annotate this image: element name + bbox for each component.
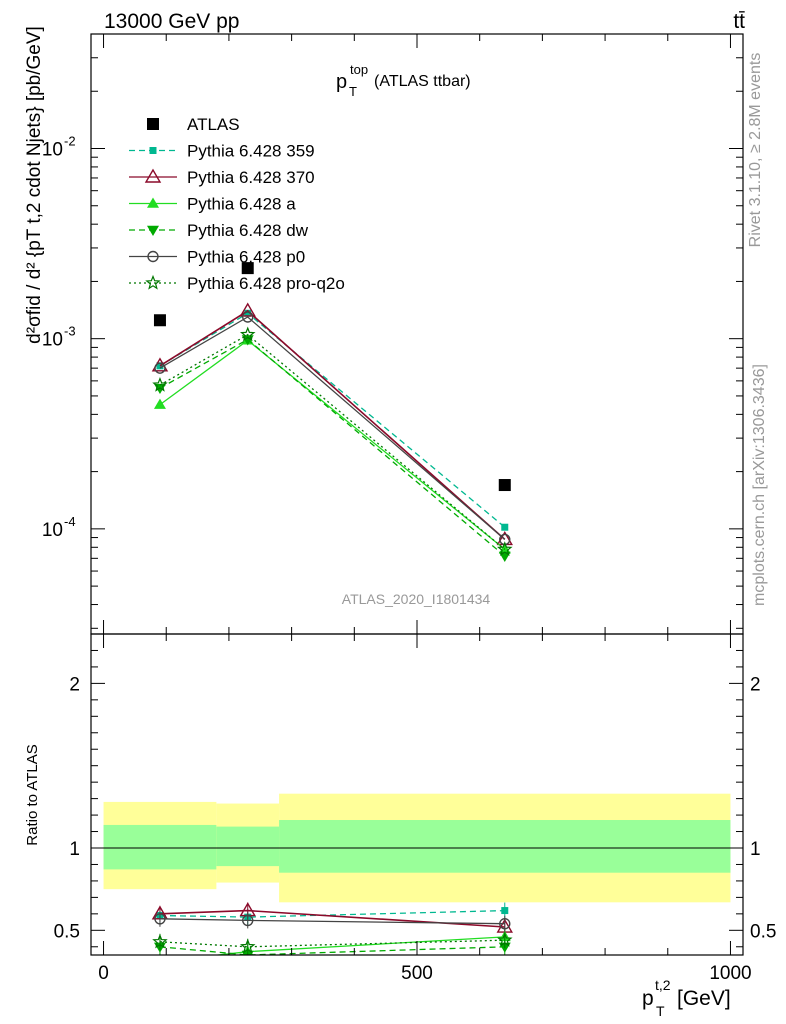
plot-title: p T top (ATLAS ttbar) (336, 62, 471, 99)
ratio-line-p370 (159, 909, 505, 928)
svg-text:top: top (350, 62, 368, 77)
svg-text:10: 10 (42, 139, 63, 160)
series-line-p370 (159, 309, 506, 540)
legend-entry-a: Pythia 6.428 a (129, 195, 296, 214)
ratio-point-p0 (242, 914, 254, 927)
svg-text:10: 10 (42, 520, 63, 541)
atlas-point (241, 262, 254, 275)
series-point-p370 (239, 302, 256, 317)
ratio-y-tick-label-right: 0.5 (750, 921, 776, 942)
legend-entry-p359: Pythia 6.428 359 (129, 142, 315, 161)
header-left: 13000 GeV pp (104, 10, 239, 33)
legend-label: ATLAS (187, 115, 240, 134)
svg-text:-4: -4 (64, 514, 76, 529)
ratio-y-tick-label-right: 1 (750, 839, 761, 860)
atlas-point (153, 314, 166, 327)
ratio-point-pro_q2o (152, 933, 168, 949)
y-tick-label: 10 -3 (42, 324, 76, 351)
ratio-point-p0 (499, 918, 511, 930)
ratio-line-pro_q2o (159, 939, 505, 948)
legend-label: Pythia 6.428 a (187, 195, 296, 214)
series-point-dw (498, 551, 511, 562)
atlas-point (498, 479, 511, 492)
legend-label: Pythia 6.428 370 (187, 168, 315, 187)
svg-text:(ATLAS ttbar): (ATLAS ttbar) (374, 73, 471, 90)
series-line-a (159, 339, 506, 550)
svg-text:T: T (349, 84, 357, 99)
legend-entry-pro_q2o: Pythia 6.428 pro-q2o (129, 274, 345, 293)
x-tick-label: 0 (98, 963, 109, 984)
legend-label: Pythia 6.428 pro-q2o (187, 274, 345, 293)
legend-entry-dw: Pythia 6.428 dw (129, 221, 309, 240)
series-point-p359 (501, 523, 509, 531)
ratio-line-a (212, 936, 505, 955)
svg-text:T: T (656, 1003, 665, 1019)
series-point-p0 (242, 311, 254, 323)
ratio-line-p0 (159, 918, 505, 925)
series-point-pro_q2o (152, 376, 168, 392)
ratio-point-p0 (154, 913, 166, 925)
x-tick-label: 500 (401, 963, 433, 984)
series-point-a (153, 398, 166, 409)
svg-text:t,2: t,2 (655, 977, 671, 993)
ratio-point-p359 (501, 907, 509, 915)
ratio-y-tick-label-right: 2 (750, 674, 761, 695)
x-axis-label: p T t,2 [GeV] (642, 977, 731, 1019)
mcplots-label: mcplots.cern.ch [arXiv:1306.3436] (751, 364, 768, 606)
y-tick-label: 10 -4 (42, 514, 76, 541)
x-tick-label: 1000 (709, 963, 751, 984)
legend-entry-p0: Pythia 6.428 p0 (129, 248, 305, 267)
ratio-point-pro_q2o (239, 938, 256, 954)
series-point-p0 (154, 362, 166, 374)
ratio-point-pro_q2o (497, 932, 513, 947)
svg-text:p: p (642, 987, 654, 1010)
ratio-y-tick-label: 0.5 (54, 921, 80, 942)
series-point-pro_q2o (239, 326, 256, 342)
series-line-pro_q2o (159, 333, 506, 550)
legend-label: Pythia 6.428 dw (187, 221, 309, 240)
analysis-watermark: ATLAS_2020_I1801434 (342, 591, 491, 607)
legend-marker-pro_q2o (145, 274, 161, 290)
legend-marker-p359 (149, 147, 157, 154)
series-point-p359 (156, 362, 164, 370)
rivet-label: Rivet 3.1.10, ≥ 2.8M events (747, 53, 764, 248)
legend-marker-atlas (147, 118, 159, 130)
legend-marker-p0 (147, 250, 159, 263)
ratio-band-inner-2 (279, 820, 731, 873)
svg-text:p: p (336, 71, 347, 93)
y-axis-label: d²σfid / d² {pT t,2 cdot Njets} [pb/GeV] (24, 26, 45, 344)
ratio-y-label: Ratio to ATLAS (24, 744, 41, 845)
legend-label: Pythia 6.428 359 (187, 142, 315, 161)
legend-entry-atlas: ATLAS (147, 115, 240, 134)
ratio-y-tick-label: 1 (69, 839, 80, 860)
svg-text:-2: -2 (64, 133, 76, 148)
legend-marker-a (147, 197, 159, 208)
svg-text:10: 10 (42, 330, 63, 351)
series-line-dw (159, 338, 506, 557)
main-plot-series (151, 262, 513, 562)
y-tick-label: 10 -2 (42, 133, 76, 160)
svg-text:[GeV]: [GeV] (677, 987, 731, 1010)
ratio-band-inner-1 (216, 826, 280, 867)
series-line-p0 (159, 316, 506, 540)
legend-entry-p370: Pythia 6.428 370 (129, 168, 315, 187)
legend-marker-dw (147, 225, 159, 236)
ratio-line-dw (159, 946, 505, 955)
svg-text:-3: -3 (64, 324, 76, 339)
header-right: tt̄ (733, 10, 745, 33)
ratio-y-tick-label: 2 (69, 674, 80, 695)
series-point-p359 (244, 309, 252, 317)
ratio-band-inner-0 (103, 824, 217, 870)
ratio-plot-series (151, 902, 513, 966)
legend-marker-p370 (144, 168, 162, 183)
legend-label: Pythia 6.428 p0 (187, 248, 305, 267)
series-point-pro_q2o (497, 541, 513, 556)
legend: ATLAS Pythia 6.428 359 Pythia 6.428 370 Pyt… (129, 115, 345, 293)
ratio-point-a (154, 956, 166, 966)
